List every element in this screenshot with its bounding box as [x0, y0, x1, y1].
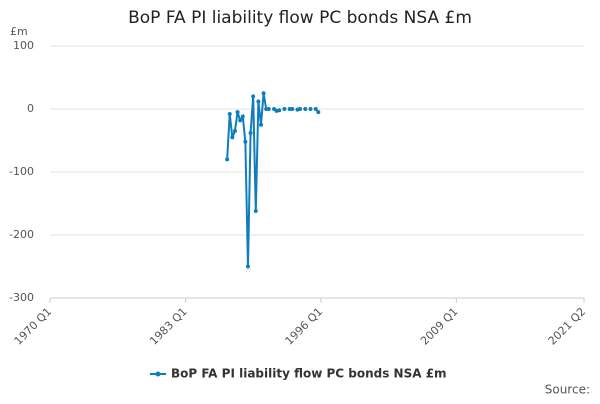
data-point [243, 139, 248, 144]
x-tick-label: 2021 Q2 [546, 305, 589, 348]
data-point [266, 107, 271, 111]
data-point [303, 107, 308, 111]
data-point [308, 107, 313, 111]
x-tick-label: 1983 Q1 [147, 305, 190, 348]
data-point [232, 129, 237, 134]
x-tick-label: 1996 Q1 [283, 305, 326, 348]
data-point [240, 114, 245, 119]
x-tick-label: 2009 Q1 [418, 305, 461, 348]
data-point [248, 130, 253, 135]
chart-title: BoP FA PI liability flow PC bonds NSA £m [128, 8, 472, 28]
legend-label: BoP FA PI liability flow PC bonds NSA £m [171, 367, 447, 381]
y-unit: £m [10, 25, 28, 38]
data-point [227, 112, 232, 117]
data-point [251, 94, 256, 99]
data-point [290, 107, 295, 111]
y-tick-label: -100 [9, 165, 34, 178]
y-tick-label: 0 [27, 102, 34, 115]
data-point [298, 107, 303, 111]
data-point [253, 209, 258, 214]
data-point [245, 264, 250, 269]
data-point [261, 91, 266, 96]
data-point [225, 157, 230, 162]
data-point [256, 99, 261, 104]
data-point [238, 118, 243, 123]
y-tick-label: 100 [13, 39, 34, 52]
source: Source: [545, 383, 590, 397]
data-point [313, 107, 318, 111]
data-point [258, 122, 263, 127]
data-point [235, 110, 240, 115]
data-point [316, 110, 321, 115]
x-tick-label: 1970 Q1 [12, 305, 55, 348]
y-tick-label: -200 [9, 228, 34, 241]
data-point [282, 107, 287, 111]
data-point [277, 108, 282, 113]
legend-marker [155, 371, 161, 377]
y-tick-label: -300 [9, 291, 34, 304]
data-point [230, 135, 235, 140]
series-line [226, 93, 269, 267]
